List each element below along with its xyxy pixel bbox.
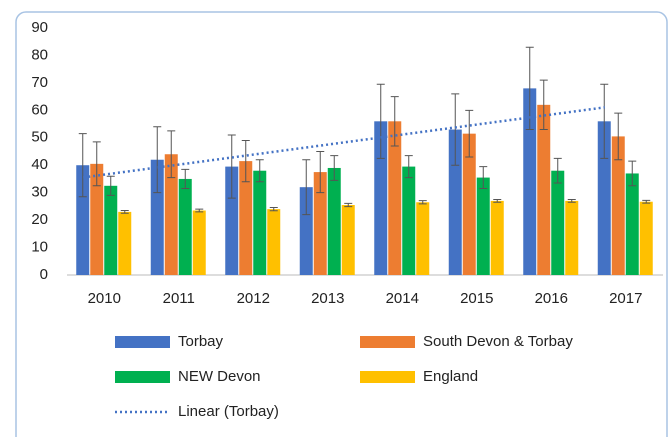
- error-bar: [92, 141, 101, 187]
- error-bar: [567, 199, 576, 203]
- x-tick-label: 2010: [88, 290, 121, 307]
- error-bar: [195, 208, 204, 213]
- legend-swatch: [115, 371, 170, 383]
- bar: [476, 177, 490, 275]
- error-bar: [451, 93, 460, 166]
- bar: [565, 200, 579, 275]
- bar: [639, 201, 653, 275]
- bar: [597, 121, 611, 275]
- bar: [178, 178, 192, 275]
- bar: [118, 211, 132, 275]
- error-bar: [316, 151, 325, 194]
- error-bar: [418, 200, 427, 205]
- bar: [299, 187, 313, 275]
- bar: [537, 104, 551, 275]
- error-bar: [153, 126, 162, 194]
- bar: [402, 166, 416, 275]
- error-bar: [241, 140, 250, 183]
- error-bar: [269, 206, 278, 212]
- error-bar: [302, 159, 311, 216]
- error-bar: [376, 83, 385, 159]
- legend-swatch: [360, 336, 415, 348]
- error-bar: [553, 157, 562, 184]
- bar: [462, 133, 476, 275]
- legend-label: Torbay: [178, 333, 224, 350]
- error-bar: [642, 199, 651, 204]
- error-bar: [493, 199, 502, 203]
- x-tick-label: 2015: [460, 290, 493, 307]
- bar: [374, 121, 388, 275]
- bar: [341, 205, 355, 275]
- y-tick-label: 30: [31, 184, 48, 201]
- y-tick-label: 90: [31, 19, 48, 36]
- bar: [267, 209, 281, 275]
- bar: [611, 136, 625, 275]
- error-bar: [255, 159, 264, 183]
- bar: [192, 210, 206, 275]
- bar: [313, 172, 327, 275]
- bar: [490, 200, 504, 275]
- bar: [164, 154, 178, 275]
- error-bar: [465, 109, 474, 158]
- bar: [551, 170, 565, 275]
- error-bar: [227, 134, 236, 199]
- error-bar: [78, 133, 87, 198]
- x-tick-label: 2011: [163, 290, 195, 307]
- error-bar: [167, 130, 176, 179]
- legend-label: South Devon & Torbay: [423, 333, 573, 350]
- error-bar: [600, 83, 609, 159]
- error-bar: [344, 202, 353, 208]
- legend-label: England: [423, 368, 478, 385]
- error-bar: [390, 96, 399, 147]
- bar: [416, 202, 430, 275]
- error-bar: [614, 112, 623, 161]
- bar: [523, 88, 537, 275]
- bar: [239, 161, 253, 275]
- bar: [448, 129, 462, 275]
- y-tick-label: 20: [31, 211, 48, 228]
- y-tick-label: 50: [31, 129, 48, 146]
- bar: [104, 185, 118, 275]
- x-tick-label: 2016: [535, 290, 568, 307]
- error-bar: [404, 155, 413, 179]
- y-tick-label: 80: [31, 46, 48, 63]
- bar: [225, 166, 239, 275]
- error-bar: [181, 168, 190, 190]
- bar: [150, 159, 164, 275]
- chart-frame: [15, 11, 668, 437]
- legend-label: Linear (Torbay): [178, 403, 279, 420]
- legend-label: NEW Devon: [178, 368, 261, 385]
- bar: [76, 165, 90, 275]
- error-bar: [106, 175, 115, 196]
- x-tick-label: 2014: [386, 290, 419, 307]
- bar: [327, 167, 341, 275]
- error-bar: [628, 160, 637, 187]
- bar: [388, 121, 402, 275]
- legend-swatch: [115, 336, 170, 348]
- x-tick-label: 2013: [311, 290, 344, 307]
- error-bar: [120, 210, 129, 214]
- y-tick-label: 60: [31, 101, 48, 118]
- bar: [90, 163, 104, 275]
- error-bar: [539, 79, 548, 131]
- y-tick-label: 70: [31, 74, 48, 91]
- x-tick-label: 2012: [237, 290, 270, 307]
- y-tick-label: 0: [40, 266, 48, 283]
- y-tick-label: 40: [31, 156, 48, 173]
- legend-swatch: [360, 371, 415, 383]
- bar: [625, 173, 639, 275]
- error-bar: [330, 155, 339, 181]
- error-bar: [479, 166, 488, 190]
- bar: [253, 170, 267, 275]
- error-bar: [525, 46, 534, 131]
- y-tick-label: 10: [31, 239, 48, 256]
- x-tick-label: 2017: [609, 290, 642, 307]
